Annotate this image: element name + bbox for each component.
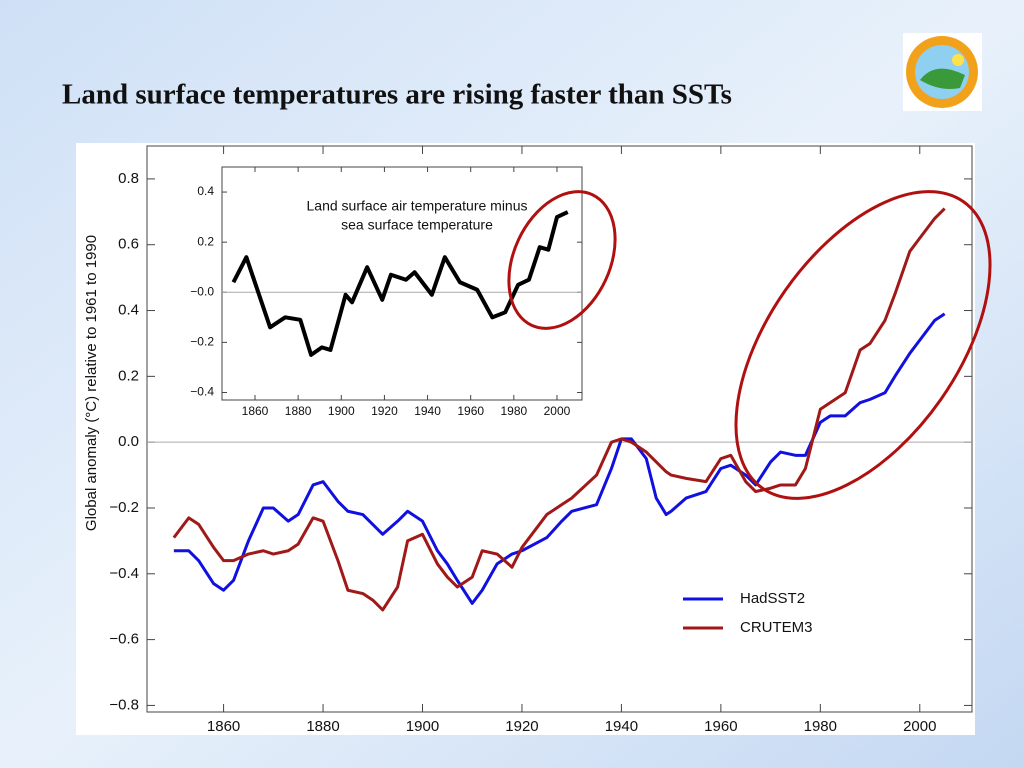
- x-tick-label: 1880: [285, 404, 312, 418]
- x-tick-label: 2000: [903, 718, 936, 735]
- y-tick-label: −0.2: [109, 499, 139, 516]
- x-tick-label: 1920: [505, 718, 538, 735]
- y-tick-label: −0.2: [190, 335, 214, 349]
- x-tick-label: 1900: [328, 404, 355, 418]
- y-tick-label: 0.8: [118, 170, 139, 187]
- x-tick-label: 1980: [804, 718, 837, 735]
- highlight-circle: [734, 190, 992, 500]
- y-tick-label: −0.8: [109, 696, 139, 713]
- series-line: [173, 312, 946, 605]
- y-tick-label: −0.0: [190, 284, 214, 298]
- y-tick-label: −0.4: [109, 565, 139, 582]
- logo: [903, 33, 982, 111]
- series-line: [172, 207, 946, 612]
- y-tick-label: 0.0: [118, 433, 139, 450]
- y-tick-label: 0.2: [197, 234, 214, 248]
- y-tick-label: 0.2: [118, 367, 139, 384]
- legend-label: CRUTEM3: [740, 619, 813, 636]
- y-axis-label: Global anomaly (°C) relative to 1961 to …: [83, 235, 100, 531]
- highlight-circle: [507, 190, 617, 330]
- inset-title: Land surface air temperature minus: [307, 198, 528, 214]
- x-tick-label: 1960: [704, 718, 737, 735]
- x-tick-label: 1940: [605, 718, 638, 735]
- x-tick-label: 1860: [207, 718, 240, 735]
- y-tick-label: 0.6: [118, 236, 139, 253]
- x-tick-label: 1980: [500, 404, 527, 418]
- x-tick-label: 1880: [306, 718, 339, 735]
- x-tick-label: 1860: [242, 404, 269, 418]
- inset-chart: −0.4 −0.2 −0.0 0.2 0.4 1860 1880 1900 1920 1940 19…: [190, 166, 583, 418]
- y-tick-label: 0.4: [118, 302, 139, 319]
- x-tick-label: 1900: [406, 718, 439, 735]
- y-tick-label: −0.4: [190, 385, 214, 399]
- slide-title: Land surface temperatures are rising fas…: [62, 79, 732, 111]
- inset-title: sea surface temperature: [341, 217, 493, 233]
- series-line: [231, 210, 569, 357]
- x-tick-label: 1960: [457, 404, 484, 418]
- x-tick-label: 1920: [371, 404, 398, 418]
- x-tick-label: 1940: [414, 404, 441, 418]
- y-tick-label: −0.6: [109, 631, 139, 648]
- y-tick-label: 0.4: [197, 184, 214, 198]
- x-tick-label: 2000: [544, 404, 571, 418]
- legend-label: HadSST2: [740, 590, 805, 607]
